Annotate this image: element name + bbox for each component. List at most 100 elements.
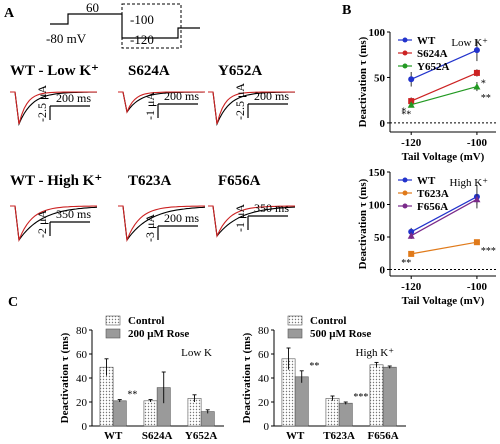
series-line xyxy=(411,85,478,106)
scale-bar-amplitude: -2.5 μA xyxy=(35,85,49,122)
y-tick-label: 50 xyxy=(374,72,386,84)
data-point xyxy=(473,83,481,90)
data-point xyxy=(473,195,481,203)
trace-drug xyxy=(208,91,295,125)
protocol-v80: -80 mV xyxy=(46,31,87,46)
scale-bar-amplitude: -1 μA xyxy=(143,92,157,120)
y-tick-label: 0 xyxy=(264,421,270,433)
protocol-v120: -120 xyxy=(130,32,154,47)
y-tick-label: 60 xyxy=(76,349,88,361)
bar xyxy=(325,398,340,427)
legend-label: WT xyxy=(417,35,436,47)
significance-mark: *** xyxy=(481,246,496,257)
y-tick-label: 60 xyxy=(258,349,270,361)
bar xyxy=(187,398,202,427)
significance-mark: ** xyxy=(401,258,411,269)
x-tick-label: -100 xyxy=(467,281,488,293)
data-point xyxy=(407,232,415,239)
bar xyxy=(200,411,215,427)
series-line xyxy=(410,49,478,80)
scale-bar-time: 200 ms xyxy=(164,211,199,225)
y-axis-label: Deactivation τ (ms) xyxy=(59,332,71,423)
legend-label: 200 μM Rose xyxy=(128,328,189,340)
bar xyxy=(338,402,353,427)
data-point xyxy=(408,250,415,257)
legend-marker xyxy=(402,37,408,43)
x-tick-label: Y652A xyxy=(185,430,217,442)
legend-label: Control xyxy=(310,315,346,327)
trace-control xyxy=(118,205,206,242)
legend-label: WT xyxy=(417,175,436,187)
scale-bar-time: 350 ms xyxy=(56,207,91,221)
trace-drug xyxy=(118,91,205,114)
chart-title: High K⁺ xyxy=(450,177,489,189)
y-tick-label: 40 xyxy=(258,373,270,385)
trace-title: F656A xyxy=(218,173,261,189)
x-tick-label: -120 xyxy=(401,281,422,293)
legend-marker xyxy=(402,190,408,196)
y-axis-label: Deactivation τ (ms) xyxy=(357,36,369,127)
scale-bar-time: 350 ms xyxy=(254,201,289,215)
protocol-dashed-box xyxy=(121,3,182,49)
y-tick-label: 40 xyxy=(76,373,88,385)
chart-title: Low K xyxy=(181,347,212,359)
scale-bar-amplitude: -2.5 μA xyxy=(233,83,247,120)
legend-label: T623A xyxy=(417,188,449,200)
significance-mark: ** xyxy=(401,109,411,120)
data-point xyxy=(473,239,480,246)
trace-drug xyxy=(10,205,97,243)
y-axis-label: Deactivation τ (ms) xyxy=(357,178,369,269)
significance-mark: ** xyxy=(481,93,491,104)
data-point xyxy=(407,101,415,108)
trace-control xyxy=(208,205,296,238)
series-line xyxy=(410,196,478,233)
y-axis-label: Deactivation τ (ms) xyxy=(241,332,253,423)
legend-swatch xyxy=(287,315,303,326)
voltage-protocol: 60 -80 mV -100 -120 xyxy=(46,0,200,49)
current-traces: WT - Low K⁺ 200 ms -2.5 μA S624A 200 ms -1 μA… xyxy=(10,63,296,243)
legend-marker xyxy=(402,50,408,56)
legend-label: Control xyxy=(128,315,164,327)
chart-c-high-k: 0 20 40 60 80 Deactivation τ (ms) WT T623A F656A… xyxy=(241,315,406,442)
significance-mark: ** xyxy=(309,361,319,372)
panel-label-b: B xyxy=(342,3,351,18)
chart-c-low-k: 0 20 40 60 80 Deactivation τ (ms) WT S624A Y652A… xyxy=(59,315,224,442)
trace-title: Y652A xyxy=(218,63,262,79)
legend-swatch xyxy=(287,328,303,339)
significance-mark: *** xyxy=(353,392,368,403)
bar xyxy=(99,366,114,427)
panel-label-a: A xyxy=(4,6,15,21)
scale-bar-time: 200 ms xyxy=(164,89,199,103)
y-tick-label: 20 xyxy=(258,397,270,409)
legend-marker xyxy=(402,177,408,183)
scale-bar-time: 200 ms xyxy=(56,91,91,105)
data-point xyxy=(408,76,415,83)
x-tick-label: F656A xyxy=(368,430,399,442)
legend-label: 500 μM Rose xyxy=(310,328,371,340)
bar xyxy=(382,366,397,427)
legend-marker xyxy=(402,63,408,69)
chart-title: Low K⁺ xyxy=(451,37,488,49)
trace-drug xyxy=(208,205,295,238)
x-tick-label: WT xyxy=(286,430,305,442)
bar xyxy=(294,376,309,427)
data-point xyxy=(473,47,480,54)
y-tick-label: 0 xyxy=(380,265,386,277)
data-point xyxy=(408,98,415,105)
legend-label: F656A xyxy=(417,201,448,213)
chart-title: High K⁺ xyxy=(356,347,395,359)
series-line xyxy=(411,241,478,255)
y-tick-label: 80 xyxy=(76,325,88,337)
y-tick-label: 0 xyxy=(82,421,88,433)
legend-swatch xyxy=(105,328,121,339)
significance-mark: * xyxy=(481,79,486,90)
scale-bar-amplitude: -3 μA xyxy=(143,214,157,242)
x-tick-label: WT xyxy=(104,430,123,442)
x-axis-label: Tail Voltage (mV) xyxy=(402,151,485,163)
scale-bar-amplitude: -2 μA xyxy=(35,210,49,238)
protocol-v100: -100 xyxy=(130,12,154,27)
trace-title: S624A xyxy=(128,63,170,79)
protocol-v60: 60 xyxy=(86,0,99,15)
significance-mark: * xyxy=(401,107,406,118)
